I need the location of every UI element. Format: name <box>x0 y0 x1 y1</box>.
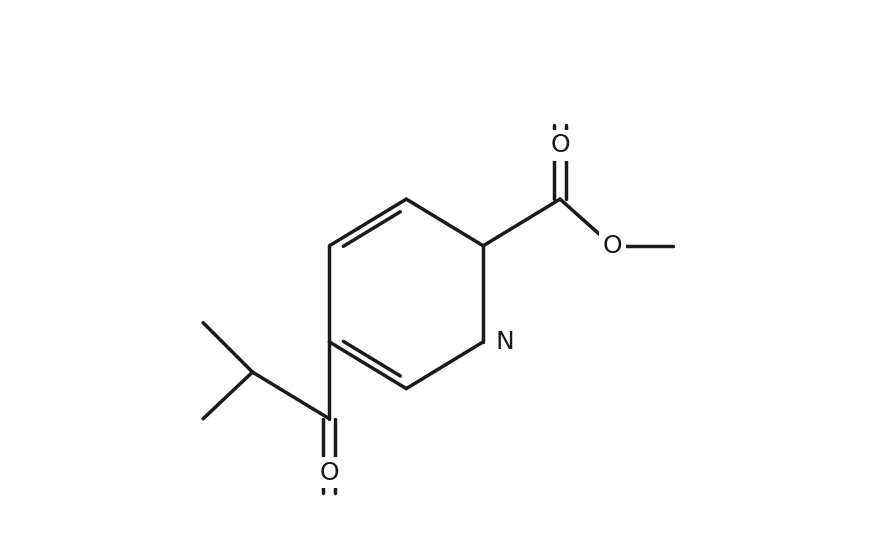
Text: O: O <box>550 133 570 157</box>
Text: N: N <box>495 330 514 354</box>
Text: O: O <box>603 234 622 258</box>
Text: O: O <box>320 461 339 485</box>
